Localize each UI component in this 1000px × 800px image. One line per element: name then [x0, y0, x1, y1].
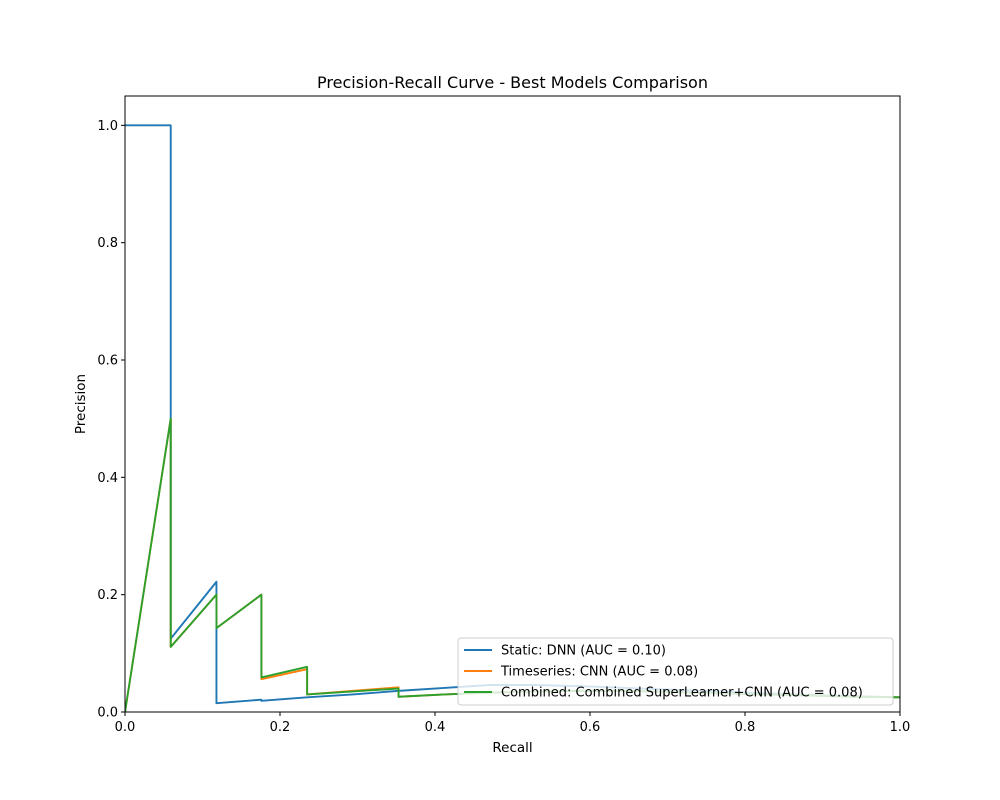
plot-area: 0.0 0.2 0.4 0.6 0.8 1.0 0.0 0.2 0.4 0.6 0.8 1.0 Stat… [97, 95, 911, 735]
y-tick-label: 1.0 [97, 119, 118, 134]
x-axis-label: Recall [492, 740, 532, 756]
x-tick-label: 0.0 [115, 720, 136, 735]
axes-frame [124, 95, 901, 713]
y-axis-label: Precision [73, 374, 89, 434]
legend-box [457, 637, 894, 706]
x-tick-label: 0.8 [735, 720, 756, 735]
chart-title: Precision-Recall Curve - Best Models Com… [317, 73, 708, 92]
y-tick-label: 0.8 [97, 236, 118, 251]
x-tick-label: 1.0 [890, 720, 911, 735]
y-tick-label: 0.2 [97, 588, 118, 603]
x-tick-label: 0.4 [425, 720, 446, 735]
y-tick-label: 0.0 [97, 706, 118, 721]
legend-label-2: Combined: Combined SuperLearner+CNN (AUC… [501, 686, 863, 701]
x-tick-label: 0.6 [580, 720, 601, 735]
legend-label-1: Timeseries: CNN (AUC = 0.08) [500, 665, 698, 680]
y-tick-label: 0.6 [97, 354, 118, 369]
legend: Static: DNN (AUC = 0.10) Timeseries: CNN … [457, 637, 894, 706]
x-tick-label: 0.2 [270, 720, 291, 735]
legend-label-0: Static: DNN (AUC = 0.10) [501, 644, 666, 659]
y-tick-label: 0.4 [97, 471, 118, 486]
